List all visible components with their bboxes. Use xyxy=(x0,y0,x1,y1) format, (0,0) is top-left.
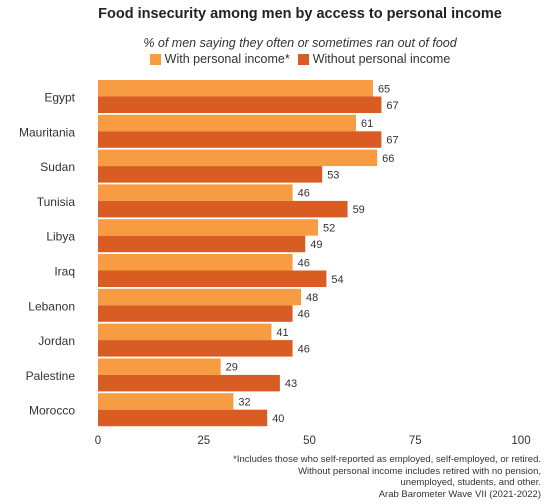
data-label: 52 xyxy=(323,222,335,234)
legend-swatch-with-income xyxy=(149,53,161,65)
legend-swatch-without-income xyxy=(297,53,309,65)
bar xyxy=(98,166,323,183)
bar xyxy=(98,270,327,287)
bar xyxy=(98,114,357,132)
data-label: 46 xyxy=(298,309,310,321)
data-label: 61 xyxy=(361,118,373,130)
data-label: 48 xyxy=(306,292,318,304)
data-label: 29 xyxy=(226,362,238,374)
category-label: Mauritania xyxy=(19,125,75,139)
category-label: Tunisia xyxy=(37,195,76,209)
bar xyxy=(98,219,318,236)
category-label: Palestine xyxy=(26,369,76,383)
category-label: Lebanon xyxy=(28,299,75,313)
data-label: 65 xyxy=(378,83,390,95)
bar xyxy=(98,358,221,375)
data-label: 32 xyxy=(238,396,250,408)
x-tick-label: 0 xyxy=(95,435,101,447)
footnote: *Includes those who self-reported as emp… xyxy=(121,454,541,500)
category-label: Libya xyxy=(46,230,75,244)
x-tick-label: 75 xyxy=(409,435,422,447)
legend-item-with-income: With personal income* xyxy=(149,52,290,66)
bar xyxy=(98,200,348,218)
bar xyxy=(98,323,272,341)
legend-item-without-income: Without personal income xyxy=(297,52,451,66)
bar xyxy=(98,288,302,306)
category-label: Sudan xyxy=(40,160,75,174)
footnote-line: unemployed, students, and other. xyxy=(400,477,542,488)
data-label: 67 xyxy=(386,135,398,147)
bar xyxy=(98,184,293,201)
data-label: 46 xyxy=(298,343,310,355)
data-label: 59 xyxy=(353,204,365,216)
x-tick-label: 100 xyxy=(511,435,530,447)
category-label: Iraq xyxy=(54,265,75,279)
category-label: Jordan xyxy=(38,334,75,348)
bar xyxy=(98,305,293,322)
bar xyxy=(98,340,293,357)
bar xyxy=(98,393,234,410)
data-label: 66 xyxy=(382,153,394,165)
bar xyxy=(98,235,306,253)
bar xyxy=(98,96,382,113)
data-label: 46 xyxy=(298,188,310,200)
bar xyxy=(98,374,280,392)
legend: With personal income* Without personal i… xyxy=(60,52,540,66)
chart-title: Food insecurity among men by access to p… xyxy=(98,6,502,22)
category-label: Morocco xyxy=(29,404,75,418)
data-label: 67 xyxy=(386,100,398,112)
legend-label-with-income: With personal income* xyxy=(164,52,290,66)
data-label: 53 xyxy=(327,169,339,181)
footnote-line: Without personal income includes retired… xyxy=(298,465,541,477)
data-label: 54 xyxy=(331,274,343,286)
x-tick-label: 25 xyxy=(197,435,210,447)
footnote-line: *Includes those who self-reported as emp… xyxy=(233,454,541,465)
source-note: Arab Barometer Wave VII (2021-2022) xyxy=(378,488,541,500)
bar xyxy=(98,254,293,271)
data-label: 41 xyxy=(276,327,288,339)
data-label: 43 xyxy=(285,378,297,390)
data-label: 46 xyxy=(298,257,310,269)
data-label: 40 xyxy=(272,413,284,425)
bar xyxy=(98,149,378,167)
x-tick-label: 50 xyxy=(303,435,316,447)
bar xyxy=(98,131,382,148)
category-label: Egypt xyxy=(44,91,75,105)
legend-label-without-income: Without personal income xyxy=(312,52,451,66)
bar xyxy=(98,409,268,427)
data-label: 49 xyxy=(310,239,322,251)
chart-subtitle: % of men saying they often or sometimes … xyxy=(143,36,457,50)
bar xyxy=(98,80,373,97)
